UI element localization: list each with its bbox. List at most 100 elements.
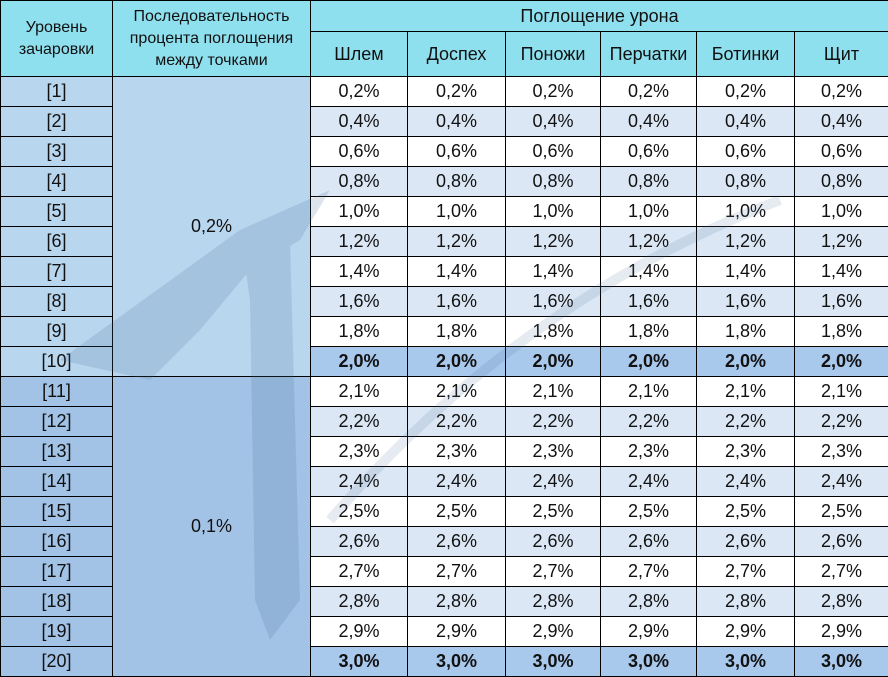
- absorption-cell-shield: 2,8%: [793, 586, 888, 617]
- absorption-cell-gloves: 3,0%: [600, 646, 697, 677]
- absorption-cell-boots: 2,8%: [696, 586, 795, 617]
- absorption-cell-boots: 0,6%: [696, 136, 795, 167]
- absorption-cell-leggings: 2,2%: [505, 406, 601, 437]
- absorption-cell-armor: 2,6%: [407, 526, 506, 557]
- column-header-armor: Доспех: [407, 31, 506, 77]
- absorption-cell-leggings: 1,6%: [505, 286, 601, 317]
- absorption-cell-boots: 2,2%: [696, 406, 795, 437]
- level-cell: [14]: [0, 466, 113, 497]
- level-cell: [4]: [0, 166, 113, 197]
- absorption-cell-helmet: 1,0%: [310, 196, 408, 227]
- absorption-cell-armor: 3,0%: [407, 646, 506, 677]
- absorption-cell-gloves: 0,8%: [600, 166, 697, 197]
- table-row: [3] 0,6% 0,6% 0,6% 0,6% 0,6% 0,6%: [0, 136, 888, 167]
- table-row: [6] 1,2% 1,2% 1,2% 1,2% 1,2% 1,2%: [0, 226, 888, 257]
- absorption-cell-leggings: 1,0%: [505, 196, 601, 227]
- absorption-cell-leggings: 2,4%: [505, 466, 601, 497]
- absorption-cell-shield: 2,5%: [793, 496, 888, 527]
- absorption-cell-helmet: 2,1%: [310, 376, 408, 407]
- absorption-cell-boots: 2,4%: [696, 466, 795, 497]
- absorption-cell-helmet: 1,8%: [310, 316, 408, 347]
- absorption-cell-shield: 1,4%: [793, 256, 888, 287]
- absorption-cell-boots: 1,2%: [696, 226, 795, 257]
- level-cell: [8]: [0, 286, 113, 317]
- table-row: [2] 0,4% 0,4% 0,4% 0,4% 0,4% 0,4%: [0, 106, 888, 137]
- absorption-cell-shield: 2,1%: [793, 376, 888, 407]
- absorption-cell-leggings: 0,6%: [505, 136, 601, 167]
- absorption-cell-helmet: 0,6%: [310, 136, 408, 167]
- absorption-cell-leggings: 2,8%: [505, 586, 601, 617]
- absorption-cell-gloves: 2,0%: [600, 346, 697, 377]
- absorption-cell-armor: 2,0%: [407, 346, 506, 377]
- absorption-cell-shield: 2,0%: [793, 346, 888, 377]
- level-cell: [5]: [0, 196, 113, 227]
- absorption-cell-armor: 0,6%: [407, 136, 506, 167]
- absorption-cell-helmet: 2,5%: [310, 496, 408, 527]
- absorption-cell-helmet: 2,3%: [310, 436, 408, 467]
- absorption-cell-armor: 0,8%: [407, 166, 506, 197]
- level-cell: [10]: [0, 346, 113, 377]
- absorption-cell-gloves: 0,6%: [600, 136, 697, 167]
- absorption-cell-helmet: 3,0%: [310, 646, 408, 677]
- absorption-cell-gloves: 1,0%: [600, 196, 697, 227]
- column-header-shield: Щит: [793, 31, 888, 77]
- absorption-cell-helmet: 2,9%: [310, 616, 408, 647]
- absorption-cell-helmet: 2,7%: [310, 556, 408, 587]
- table-row: [5] 1,0% 1,0% 1,0% 1,0% 1,0% 1,0%: [0, 196, 888, 227]
- table-row: [1] 0,2% 0,2% 0,2% 0,2% 0,2% 0,2% 0,2%: [0, 76, 888, 377]
- absorption-cell-armor: 2,9%: [407, 616, 506, 647]
- absorption-cell-armor: 1,4%: [407, 256, 506, 287]
- absorption-cell-shield: 0,8%: [793, 166, 888, 197]
- absorption-cell-armor: 2,5%: [407, 496, 506, 527]
- absorption-cell-shield: 2,4%: [793, 466, 888, 497]
- table-row: [13] 2,3% 2,3% 2,3% 2,3% 2,3% 2,3%: [0, 436, 888, 467]
- absorption-cell-gloves: 0,4%: [600, 106, 697, 137]
- absorption-cell-shield: 2,2%: [793, 406, 888, 437]
- absorption-cell-boots: 2,7%: [696, 556, 795, 587]
- table-row: [12] 2,2% 2,2% 2,2% 2,2% 2,2% 2,2%: [0, 406, 888, 437]
- table-row: [18] 2,8% 2,8% 2,8% 2,8% 2,8% 2,8%: [0, 586, 888, 617]
- absorption-cell-helmet: 1,4%: [310, 256, 408, 287]
- absorption-cell-gloves: 1,4%: [600, 256, 697, 287]
- level-cell: [13]: [0, 436, 113, 467]
- absorption-cell-helmet: 2,0%: [310, 346, 408, 377]
- absorption-cell-boots: 2,3%: [696, 436, 795, 467]
- absorption-cell-leggings: 2,5%: [505, 496, 601, 527]
- absorption-cell-helmet: 2,8%: [310, 586, 408, 617]
- absorption-cell-armor: 1,2%: [407, 226, 506, 257]
- level-cell: [15]: [0, 496, 113, 527]
- table-row: [19] 2,9% 2,9% 2,9% 2,9% 2,9% 2,9%: [0, 616, 888, 647]
- absorption-cell-armor: 0,4%: [407, 106, 506, 137]
- absorption-cell-gloves: 2,3%: [600, 436, 697, 467]
- table-row: [7] 1,4% 1,4% 1,4% 1,4% 1,4% 1,4%: [0, 256, 888, 287]
- absorption-cell-shield: 0,6%: [793, 136, 888, 167]
- column-header-helmet: Шлем: [310, 31, 408, 77]
- absorption-cell-boots: 0,4%: [696, 106, 795, 137]
- absorption-cell-helmet: 2,2%: [310, 406, 408, 437]
- absorption-cell-armor: 2,7%: [407, 556, 506, 587]
- absorption-cell-gloves: 1,8%: [600, 316, 697, 347]
- table-row: [10] 2,0% 2,0% 2,0% 2,0% 2,0% 2,0%: [0, 346, 888, 377]
- absorption-cell-gloves: 2,8%: [600, 586, 697, 617]
- absorption-cell-shield: 2,9%: [793, 616, 888, 647]
- sequence-value-cell: 0,1%: [112, 376, 311, 677]
- level-cell: [16]: [0, 526, 113, 557]
- absorption-cell-gloves: 2,6%: [600, 526, 697, 557]
- level-header: Уровень зачаровки: [0, 0, 113, 77]
- absorption-cell-shield: 2,6%: [793, 526, 888, 557]
- absorption-cell-leggings: 2,1%: [505, 376, 601, 407]
- table-row: [4] 0,8% 0,8% 0,8% 0,8% 0,8% 0,8%: [0, 166, 888, 197]
- level-cell: [18]: [0, 586, 113, 617]
- level-cell: [7]: [0, 256, 113, 287]
- absorption-cell-armor: 2,2%: [407, 406, 506, 437]
- level-cell: [3]: [0, 136, 113, 167]
- level-cell: [20]: [0, 646, 113, 677]
- absorption-cell-boots: 0,8%: [696, 166, 795, 197]
- absorption-cell-shield: 1,8%: [793, 316, 888, 347]
- absorption-cell-shield: 0,2%: [793, 76, 888, 107]
- absorption-cell-gloves: 2,1%: [600, 376, 697, 407]
- absorption-cell-gloves: 1,6%: [600, 286, 697, 317]
- absorption-cell-armor: 0,2%: [407, 76, 506, 107]
